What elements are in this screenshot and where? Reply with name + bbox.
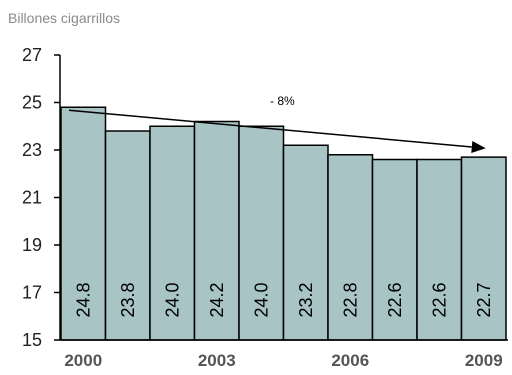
x-tick-label: 2000 — [64, 351, 102, 370]
bar-value-label: 24.2 — [207, 282, 227, 317]
bar-2003 — [193, 120, 240, 341]
bars: 24.8 23.8 24.0 24.2 24.0 23.2 22.8 22.6 22.6 22.7 — [60, 106, 507, 341]
y-tick-label: 15 — [22, 330, 42, 350]
x-tick-label: 2009 — [465, 351, 503, 370]
y-tick-label: 19 — [22, 235, 42, 255]
bar-value-label: 24.8 — [73, 282, 93, 317]
y-tick-label: 27 — [22, 45, 42, 65]
bar-value-label: 22.6 — [429, 282, 449, 317]
bar-value-label: 23.8 — [118, 282, 138, 317]
trend-label: - 8% — [270, 94, 295, 108]
bar-value-label: 22.6 — [385, 282, 405, 317]
trend-arrow-head — [471, 141, 486, 153]
bar-2009 — [460, 156, 507, 341]
bar-value-label: 22.8 — [340, 282, 360, 317]
x-tick-label: 2003 — [198, 351, 236, 370]
x-tick-label: 2006 — [331, 351, 369, 370]
y-axis-unit-label: Billones cigarrillos — [8, 10, 120, 26]
y-tick-label: 25 — [22, 93, 42, 113]
y-tick-label: 17 — [22, 283, 42, 303]
bar-value-label: 22.7 — [474, 282, 494, 317]
x-axis-ticks: 2000 2003 2006 2009 — [64, 351, 502, 370]
bar-value-label: 23.2 — [296, 282, 316, 317]
axes — [59, 55, 508, 341]
bar-2004 — [238, 125, 285, 341]
bar-value-label: 24.0 — [162, 282, 182, 317]
trend-annotation: - 8% — [68, 94, 486, 153]
bar-2002 — [149, 125, 196, 341]
y-tick-label: 21 — [22, 188, 42, 208]
bar-2001 — [104, 130, 151, 341]
y-tick-label: 23 — [22, 140, 42, 160]
bar-2005 — [282, 144, 329, 341]
trend-arrow-line — [68, 109, 472, 148]
y-axis-ticks: 15 17 19 21 23 25 27 — [22, 45, 60, 350]
bar-value-label: 24.0 — [251, 282, 271, 317]
